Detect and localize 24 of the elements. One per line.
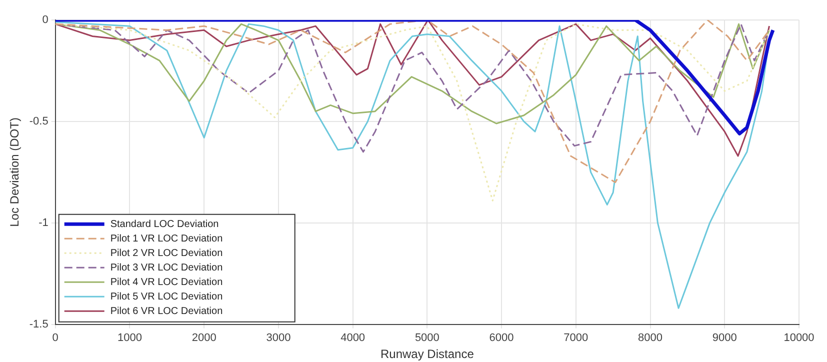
legend-label: Pilot 2 VR LOC Deviation — [110, 248, 223, 259]
x-tick-label: 1000 — [117, 332, 142, 344]
y-tick-label: 0 — [42, 14, 48, 26]
y-tick-label: -1 — [38, 216, 48, 229]
x-tick-label: 3000 — [266, 332, 291, 344]
x-tick-label: 8000 — [638, 332, 663, 344]
legend-label: Pilot 6 VR LOC Deviation — [110, 306, 223, 317]
x-tick-label: 4000 — [340, 332, 366, 344]
x-tick-label: 2000 — [192, 332, 216, 344]
y-tick-label: -0.5 — [29, 116, 48, 128]
x-tick-label: 5000 — [414, 332, 440, 344]
x-axis-title: Runway Distance — [380, 347, 474, 362]
x-tick-label: 0 — [52, 332, 58, 344]
x-tick-label: 9000 — [712, 332, 737, 344]
legend-label: Pilot 3 VR LOC Deviation — [110, 262, 223, 274]
x-tick-label: 7000 — [564, 332, 588, 344]
legend-label: Pilot 5 VR LOC Deviation — [110, 291, 223, 302]
legend-label: Standard LOC Deviation — [110, 218, 219, 230]
y-axis-title: Loc Deviation (DOT) — [8, 118, 22, 227]
x-tick-label: 6000 — [489, 332, 514, 344]
legend-label: Pilot 4 VR LOC Deviation — [110, 276, 223, 288]
y-tick-label: -1.5 — [29, 318, 48, 330]
x-tick-label: 10000 — [784, 332, 814, 344]
legend-label: Pilot 1 VR LOC Deviation — [110, 233, 223, 244]
